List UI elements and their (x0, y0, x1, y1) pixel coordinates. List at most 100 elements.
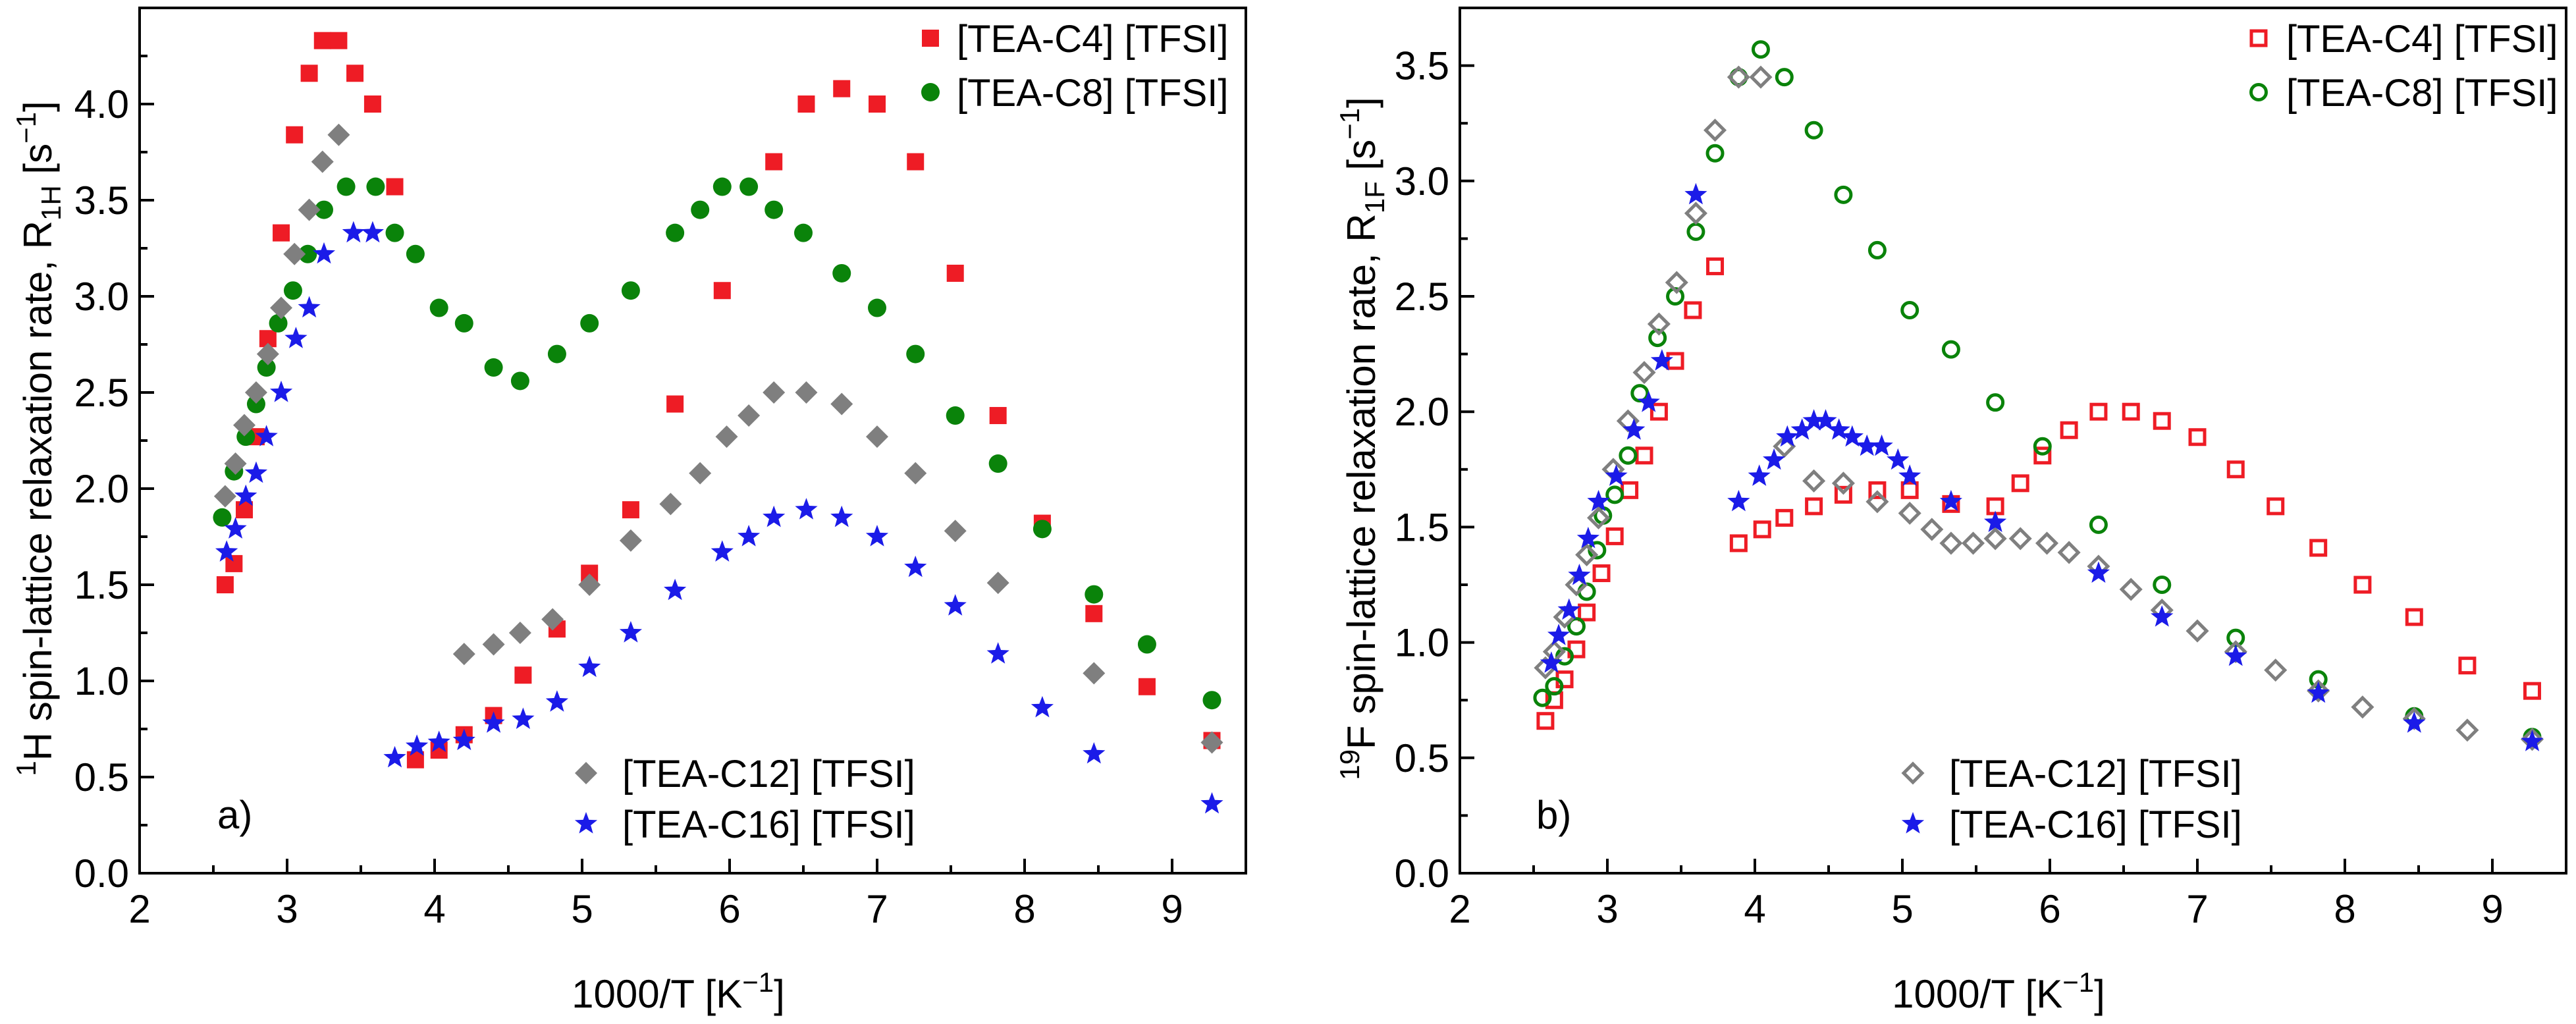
data-point-gray (1939, 531, 1963, 555)
data-point-blue (944, 594, 967, 616)
data-point-red (713, 282, 731, 300)
data-point-blue (1587, 489, 1610, 512)
data-point-green (1545, 677, 1564, 696)
data-point-gray (1898, 501, 1921, 525)
data-point-blue (1637, 391, 1660, 412)
data-point-green (366, 177, 385, 196)
data-point-gray (2035, 531, 2059, 555)
data-point-red (2060, 421, 2078, 439)
data-point-blue (2151, 605, 2174, 627)
y-tick-label: 3.0 (1395, 159, 1449, 203)
data-point-blue (2403, 711, 2426, 733)
plot-frame (138, 7, 1247, 875)
data-point-green (1085, 585, 1104, 604)
data-point-green (868, 298, 886, 317)
y-tick-label: 0.5 (74, 755, 129, 799)
data-point-green (246, 394, 265, 414)
data-point-gray (578, 574, 601, 596)
data-point-gray (1727, 65, 1750, 89)
data-point-gray (986, 572, 1009, 595)
x-tick-label: 8 (2334, 887, 2355, 931)
data-point-gray (904, 462, 927, 485)
data-point-green (1033, 520, 1052, 539)
data-point-red (666, 395, 684, 413)
data-point-green (1804, 121, 1823, 140)
data-point-green (1630, 384, 1650, 403)
data-point-gray (715, 425, 738, 448)
data-point-red (2458, 657, 2477, 675)
data-point-blue (298, 296, 321, 318)
panel-a-marks (213, 32, 1223, 814)
data-point-green (1619, 446, 1638, 465)
data-point-blue (1650, 349, 1673, 371)
data-point-red (907, 153, 925, 171)
data-point-green (1137, 635, 1156, 654)
data-point-blue (1776, 425, 1799, 447)
data-point-green (1202, 691, 1221, 710)
data-point-gray (830, 392, 853, 416)
data-point-gray (1665, 271, 1688, 294)
y-tick-label: 0.0 (1395, 851, 1449, 896)
legend-marker-c8 (921, 83, 940, 101)
legend-symbol-red (2249, 29, 2268, 47)
data-point-green (1986, 393, 2005, 412)
data-point-gray (738, 404, 761, 427)
legend-marker-c16 (574, 812, 598, 834)
data-point-gray (2008, 527, 2032, 551)
data-point-red (386, 178, 404, 196)
panel-b-label: b) (1536, 793, 1571, 837)
data-point-red (2089, 402, 2108, 421)
data-point-gray (619, 529, 642, 552)
data-point-red (514, 666, 532, 684)
data-point-green (1577, 582, 1596, 601)
data-point-gray (1684, 202, 1707, 225)
data-point-gray (270, 296, 293, 319)
data-point-red (1729, 534, 1748, 552)
x-tick-label: 3 (276, 887, 298, 931)
data-point-red (2309, 539, 2328, 557)
data-point-blue (619, 621, 642, 643)
data-point-blue (1856, 434, 1879, 456)
data-point-blue (865, 525, 889, 547)
data-point-blue (711, 540, 734, 562)
legend-label-c16: [TEA-C16] [TFSI] (622, 803, 915, 846)
panel-a-ylabel: 1H spin-lattice relaxation rate, R1H [s−… (11, 101, 67, 776)
data-point-green (484, 358, 503, 377)
y-tick-label: 0.0 (74, 851, 129, 896)
y-tick-label: 3.5 (74, 178, 129, 223)
data-point-gray (244, 381, 267, 404)
data-point-red (2405, 608, 2423, 626)
data-point-green (1834, 185, 1853, 204)
data-point-gray (2520, 728, 2544, 751)
data-point-green (2153, 576, 2172, 594)
panel-a-legend-bottom: [TEA-C12] [TFSI] [TEA-C16] [TFSI] (574, 753, 915, 846)
data-point-green (1751, 40, 1770, 59)
data-point-blue (512, 707, 535, 729)
data-point-gray (541, 608, 564, 631)
data-point-blue (312, 242, 336, 264)
data-point-blue (986, 642, 1009, 664)
data-point-gray (233, 414, 256, 437)
y-tick-label: 1.0 (74, 659, 129, 703)
data-point-gray (866, 425, 888, 448)
data-point-green (988, 454, 1007, 473)
x-tick-label: 5 (571, 887, 593, 931)
data-point-green (406, 244, 425, 263)
panel-a-legend-top: [TEA-C4] [TFSI] [TEA-C8] [TFSI] (921, 18, 1229, 115)
y-tick-label: 1.0 (1395, 621, 1449, 665)
data-point-red (1578, 603, 1596, 622)
data-point-gray (1703, 119, 1727, 142)
x-tick-label: 2 (128, 887, 150, 931)
data-point-green (454, 313, 473, 333)
data-point-blue (1568, 564, 1591, 585)
data-point-blue (1576, 526, 1599, 549)
panel-b-legend-top: [TEA-C4] [TFSI] [TEA-C8] [TFSI] (2249, 18, 2558, 115)
data-point-gray (1920, 518, 1944, 541)
data-point-gray (2455, 718, 2479, 742)
data-point-blue (452, 728, 475, 751)
data-point-red (1138, 678, 1156, 695)
data-point-blue (1605, 464, 1628, 486)
data-point-gray (327, 123, 350, 146)
data-point-gray (1632, 361, 1656, 385)
